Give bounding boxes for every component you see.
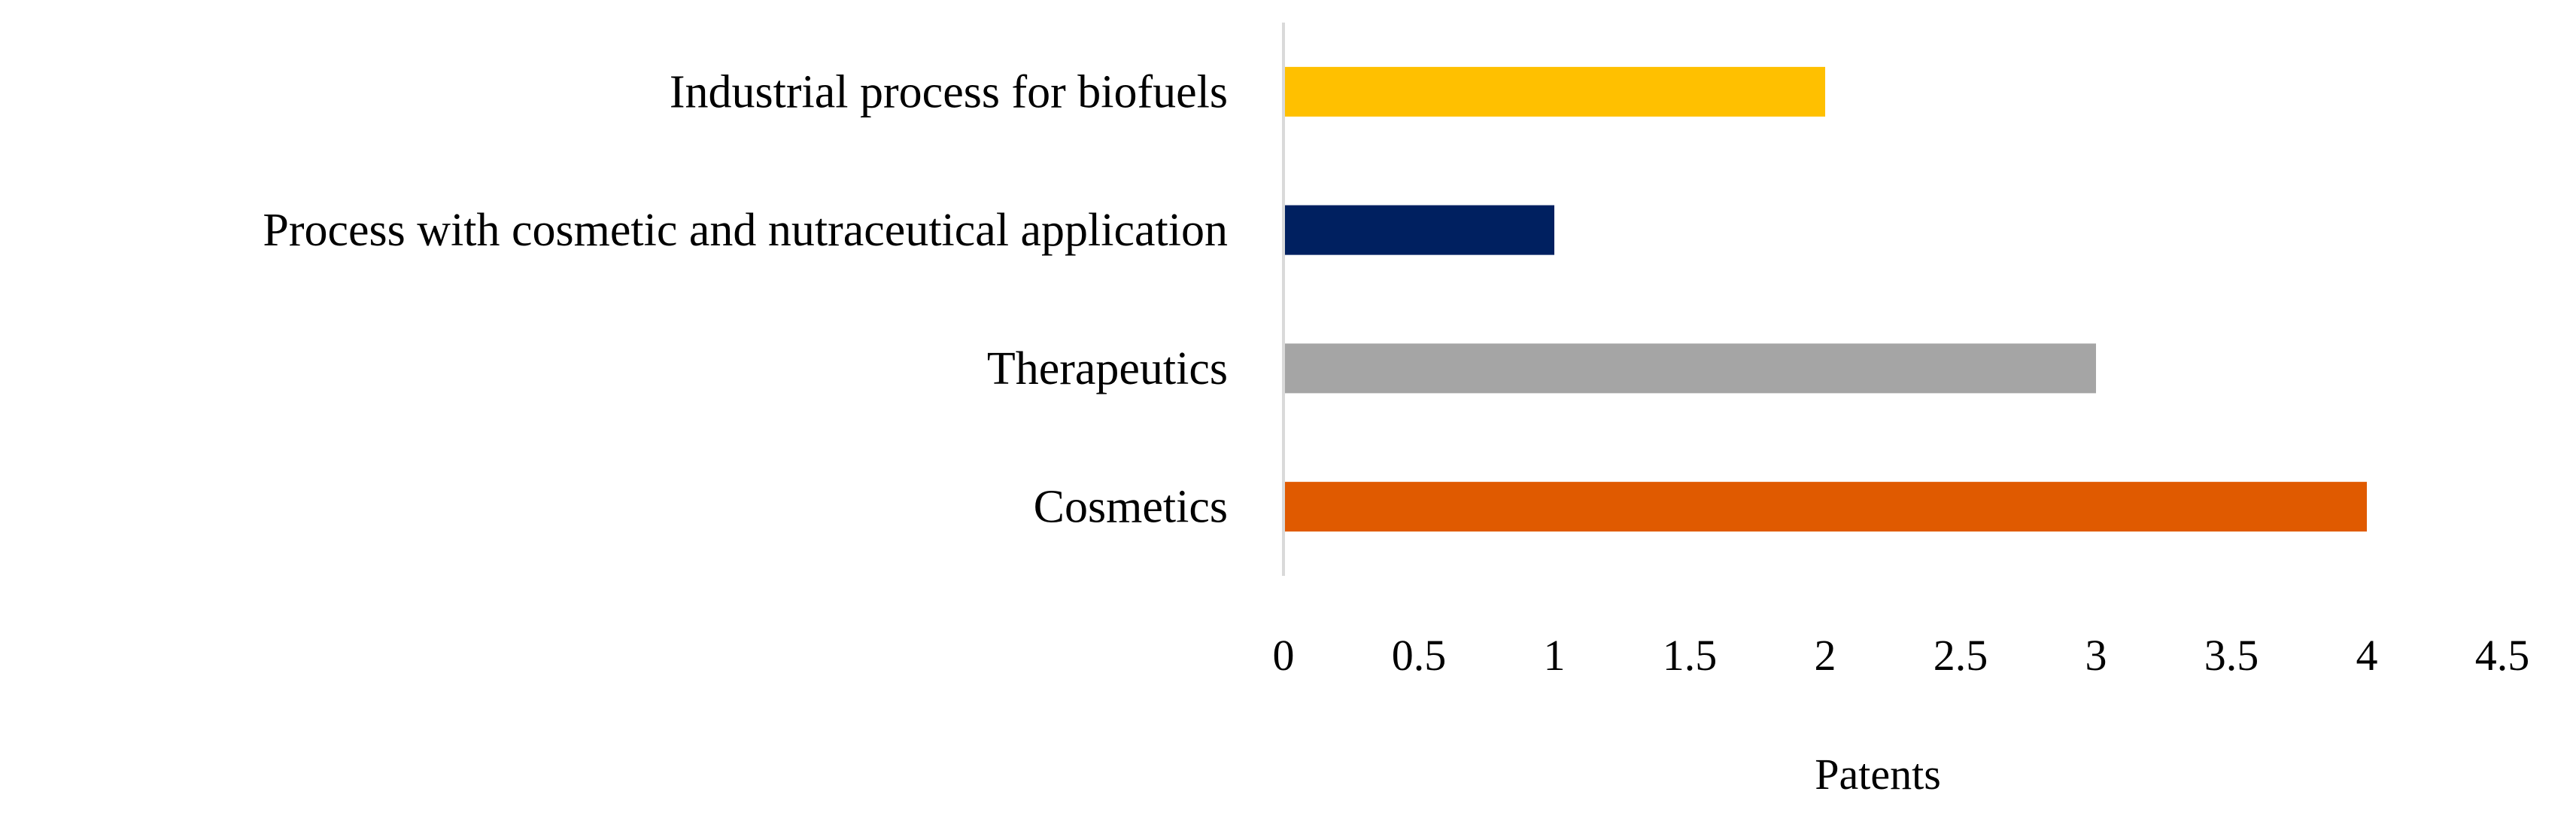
x-tick-labels: 0 0.5 1 1.5 2 2.5 3 3.5 4 4.5 — [1273, 631, 2530, 680]
x-tick-label: 1 — [1544, 631, 1566, 680]
bars-group — [1285, 66, 2367, 532]
bar-process-with-cosmetic-and-nutraceutical-application — [1285, 205, 1554, 255]
x-axis-title: Patents — [1815, 750, 1941, 799]
x-tick-label: 3.5 — [2204, 631, 2259, 680]
x-tick-label: 0.5 — [1392, 631, 1447, 680]
x-tick-label: 2 — [1815, 631, 1836, 680]
x-tick-label: 1.5 — [1663, 631, 1718, 680]
category-label: Cosmetics — [1034, 482, 1228, 533]
x-tick-label: 2.5 — [1934, 631, 1988, 680]
x-tick-label: 4 — [2356, 631, 2378, 680]
x-tick-label: 3 — [2085, 631, 2107, 680]
category-label: Therapeutics — [987, 343, 1228, 394]
bar-industrial-process-for-biofuels — [1285, 66, 1825, 117]
category-labels: Industrial process for biofuels Process w… — [263, 66, 1228, 532]
bar-therapeutics — [1285, 343, 2096, 394]
x-tick-label: 0 — [1273, 631, 1295, 680]
bar-cosmetics — [1285, 482, 2367, 532]
category-label: Process with cosmetic and nutraceutical … — [263, 205, 1228, 256]
category-label: Industrial process for biofuels — [670, 66, 1228, 117]
x-tick-label: 4.5 — [2475, 631, 2530, 680]
